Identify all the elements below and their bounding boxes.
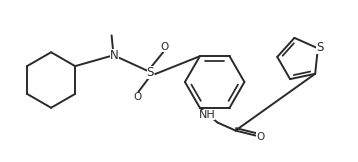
Text: NH: NH [198,110,215,120]
Text: S: S [146,66,154,79]
Text: N: N [110,49,119,62]
Text: O: O [133,92,141,102]
Text: S: S [316,41,324,54]
Text: O: O [256,133,265,143]
Text: O: O [160,42,168,52]
